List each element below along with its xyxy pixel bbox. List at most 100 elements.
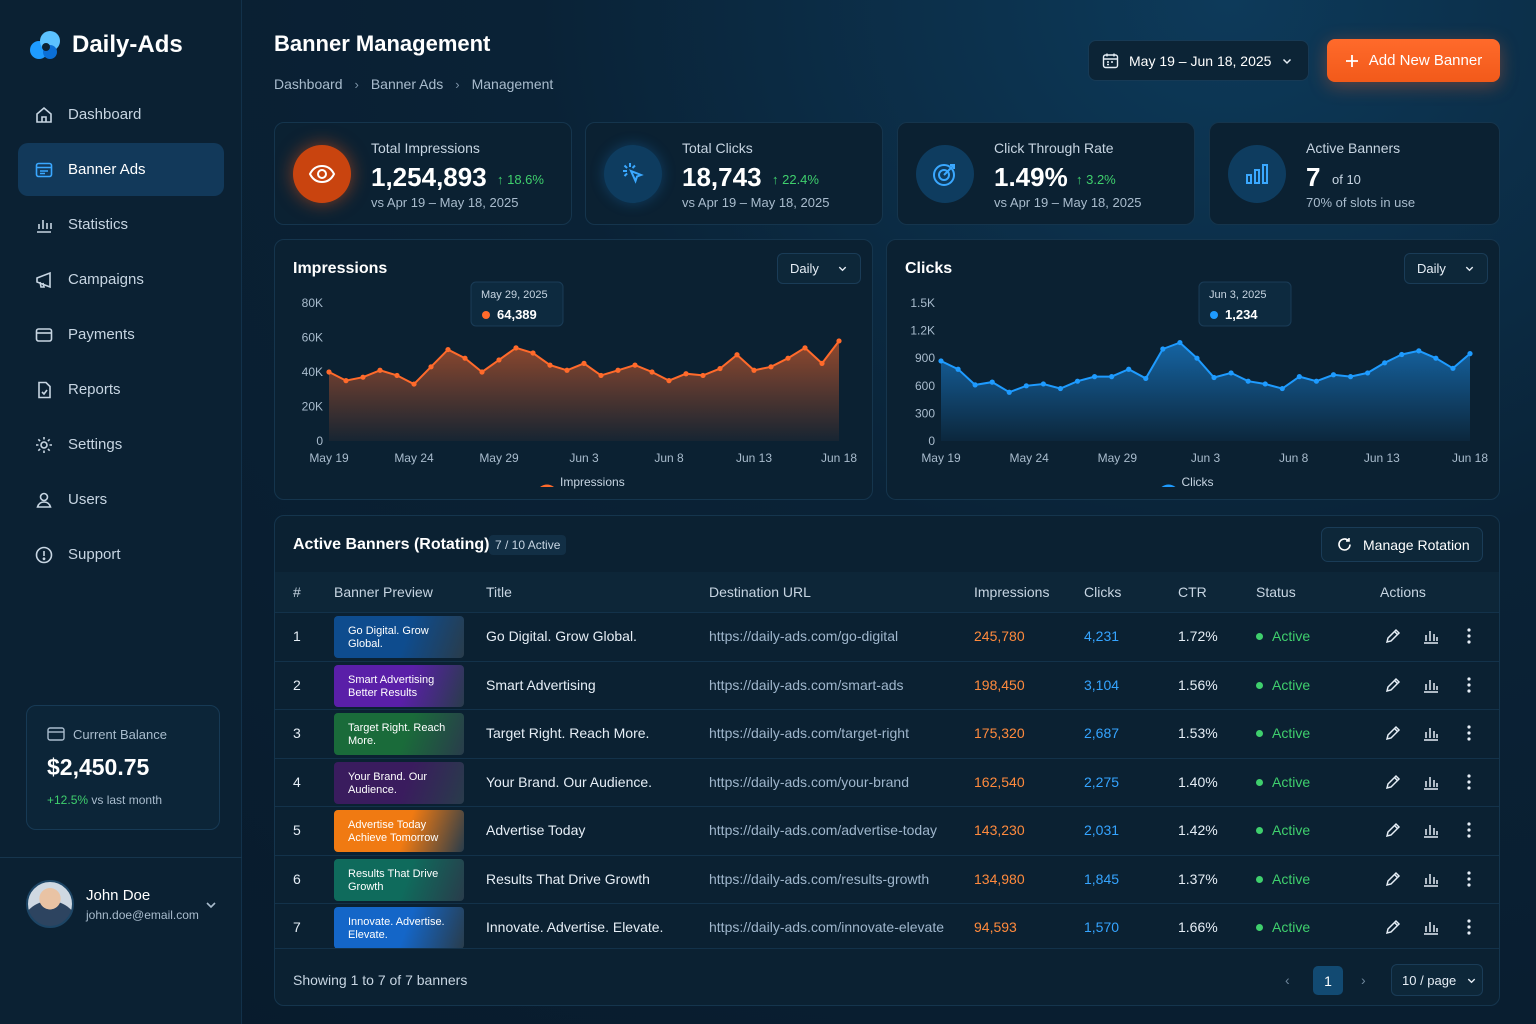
sidebar-item-statistics[interactable]: Statistics bbox=[18, 198, 224, 251]
column-header: # bbox=[293, 584, 301, 600]
more-icon[interactable] bbox=[1459, 772, 1479, 792]
x-tick-label: May 19 bbox=[921, 451, 961, 465]
status-badge: Active bbox=[1256, 725, 1310, 741]
cell-url[interactable]: https://daily-ads.com/target-right bbox=[709, 725, 909, 741]
stats-icon[interactable] bbox=[1421, 675, 1441, 695]
sidebar-item-reports[interactable]: Reports bbox=[18, 363, 224, 416]
stats-icon[interactable] bbox=[1421, 772, 1441, 792]
banner-preview-thumbnail[interactable]: Results That Drive Growth bbox=[334, 858, 464, 901]
breadcrumb-item[interactable]: Dashboard bbox=[274, 76, 343, 92]
banner-preview-thumbnail[interactable]: Go Digital. Grow Global. bbox=[334, 616, 464, 658]
edit-icon[interactable] bbox=[1383, 869, 1403, 889]
status-dot-icon bbox=[1256, 730, 1263, 737]
sidebar-item-label: Support bbox=[68, 546, 121, 563]
column-header: Clicks bbox=[1084, 584, 1122, 600]
sidebar-item-users[interactable]: Users bbox=[18, 473, 224, 526]
banner-preview-thumbnail[interactable]: Innovate. Advertise. Elevate. bbox=[334, 907, 464, 949]
cell-num: 3 bbox=[293, 725, 301, 741]
edit-icon[interactable] bbox=[1383, 626, 1403, 646]
banner-preview-thumbnail[interactable]: Your Brand. Our Audience. bbox=[334, 761, 464, 804]
clicks-chart-panel: Clicks Daily 0 300 600 900 1.2K 1.5K May 19 May… bbox=[886, 239, 1500, 500]
cell-impressions: 134,980 bbox=[974, 870, 1025, 887]
sidebar-item-banner-ads[interactable]: Banner Ads bbox=[18, 143, 224, 196]
stats-icon[interactable] bbox=[1421, 723, 1441, 743]
more-icon[interactable] bbox=[1459, 820, 1479, 840]
sidebar-item-support[interactable]: Support bbox=[18, 528, 224, 581]
current-page-button[interactable]: 1 bbox=[1313, 966, 1343, 995]
cursor-click-icon bbox=[604, 145, 662, 203]
divider bbox=[0, 857, 242, 858]
cell-url[interactable]: https://daily-ads.com/advertise-today bbox=[709, 822, 937, 838]
cell-num: 5 bbox=[293, 822, 301, 838]
kpi-sub: 70% of slots in use bbox=[1306, 195, 1416, 210]
page-size-select[interactable]: 10 / page bbox=[1391, 964, 1483, 996]
edit-icon[interactable] bbox=[1383, 820, 1403, 840]
add-new-banner-button[interactable]: Add New Banner bbox=[1327, 39, 1500, 82]
edit-icon[interactable] bbox=[1383, 723, 1403, 743]
brand[interactable]: Daily-Ads bbox=[28, 28, 183, 62]
edit-icon[interactable] bbox=[1383, 772, 1403, 792]
edit-icon[interactable] bbox=[1383, 917, 1403, 937]
user-profile[interactable]: John Doe john.doe@email.com bbox=[26, 880, 199, 928]
stats-icon[interactable] bbox=[1421, 917, 1441, 937]
cell-title: Results That Drive Growth bbox=[486, 870, 650, 887]
column-header: Impressions bbox=[974, 584, 1050, 600]
data-point bbox=[632, 362, 638, 368]
more-icon[interactable] bbox=[1459, 723, 1479, 743]
breadcrumb-item[interactable]: Banner Ads bbox=[370, 76, 444, 92]
data-point bbox=[1126, 366, 1132, 372]
cell-impressions: 94,593 bbox=[974, 919, 1017, 935]
cell-url[interactable]: https://daily-ads.com/smart-ads bbox=[709, 676, 904, 693]
period-dropdown[interactable]: Daily bbox=[1404, 253, 1488, 284]
banner-preview-thumbnail[interactable]: Target Right. Reach More. bbox=[334, 713, 464, 755]
prev-page-button[interactable]: ‹ bbox=[1285, 972, 1290, 988]
more-icon[interactable] bbox=[1459, 869, 1479, 889]
sidebar-item-settings[interactable]: Settings bbox=[18, 418, 224, 471]
kpi-value: 1.49% bbox=[994, 162, 1068, 192]
sidebar-item-dashboard[interactable]: Dashboard bbox=[18, 88, 224, 141]
cell-url[interactable]: https://daily-ads.com/innovate-elevate bbox=[709, 919, 945, 935]
period-dropdown[interactable]: Daily bbox=[777, 253, 861, 284]
cell-url[interactable]: https://daily-ads.com/results-growth bbox=[709, 870, 930, 887]
sidebar-item-campaigns[interactable]: Campaigns bbox=[18, 253, 224, 306]
kpi-value: 18,743 bbox=[682, 162, 762, 192]
stats-icon[interactable] bbox=[1421, 869, 1441, 889]
manage-rotation-button[interactable]: Manage Rotation bbox=[1321, 527, 1483, 562]
cell-url[interactable]: https://daily-ads.com/your-brand bbox=[709, 773, 909, 790]
more-icon[interactable] bbox=[1459, 626, 1479, 646]
more-icon[interactable] bbox=[1459, 917, 1479, 937]
balance-card: Current Balance $2,450.75 +12.5% vs last… bbox=[26, 705, 220, 830]
more-icon[interactable] bbox=[1459, 675, 1479, 695]
sidebar-item-label: Campaigns bbox=[68, 271, 144, 288]
chevron-down-icon bbox=[838, 266, 847, 272]
cell-title: Smart Advertising bbox=[486, 676, 596, 693]
banner-preview-thumbnail[interactable]: Advertise Today Achieve Tomorrow bbox=[334, 810, 464, 852]
edit-icon[interactable] bbox=[1383, 675, 1403, 695]
data-point bbox=[428, 364, 434, 370]
next-page-button[interactable]: › bbox=[1361, 972, 1366, 988]
status-badge: Active bbox=[1256, 822, 1310, 838]
banner-preview-text: Innovate. Advertise. Elevate. bbox=[348, 916, 445, 941]
date-range-picker[interactable]: May 19 – Jun 18, 2025 bbox=[1088, 40, 1309, 81]
brand-name: Daily-Ads bbox=[72, 31, 183, 58]
cell-url[interactable]: https://daily-ads.com/go-digital bbox=[709, 628, 899, 644]
x-tick-label: Jun 8 bbox=[1279, 451, 1309, 465]
data-point bbox=[530, 350, 536, 356]
cell-ctr: 1.37% bbox=[1178, 870, 1218, 887]
data-point bbox=[496, 357, 502, 363]
stats-icon[interactable] bbox=[1421, 820, 1441, 840]
data-point bbox=[802, 345, 808, 351]
table-row: 6 Results That Drive Growth https://daily-… bbox=[275, 854, 1499, 903]
chevron-down-icon[interactable] bbox=[204, 898, 218, 917]
status-dot-icon bbox=[1256, 924, 1263, 931]
stats-icon[interactable] bbox=[1421, 626, 1441, 646]
data-point bbox=[768, 364, 774, 370]
data-point bbox=[972, 382, 978, 388]
sidebar-item-payments[interactable]: Payments bbox=[18, 308, 224, 361]
cell-num: 4 bbox=[293, 773, 301, 790]
cell-clicks: 2,687 bbox=[1084, 725, 1120, 741]
banner-preview-thumbnail[interactable]: Smart Advertising Better Results bbox=[334, 664, 464, 707]
area-fill bbox=[941, 342, 1470, 441]
chevron-down-icon bbox=[1465, 266, 1474, 272]
impressions-chart: 0 20K 40K 60K 80K May 19 May 24 May 29 Jun 3 Jun … bbox=[302, 281, 857, 489]
